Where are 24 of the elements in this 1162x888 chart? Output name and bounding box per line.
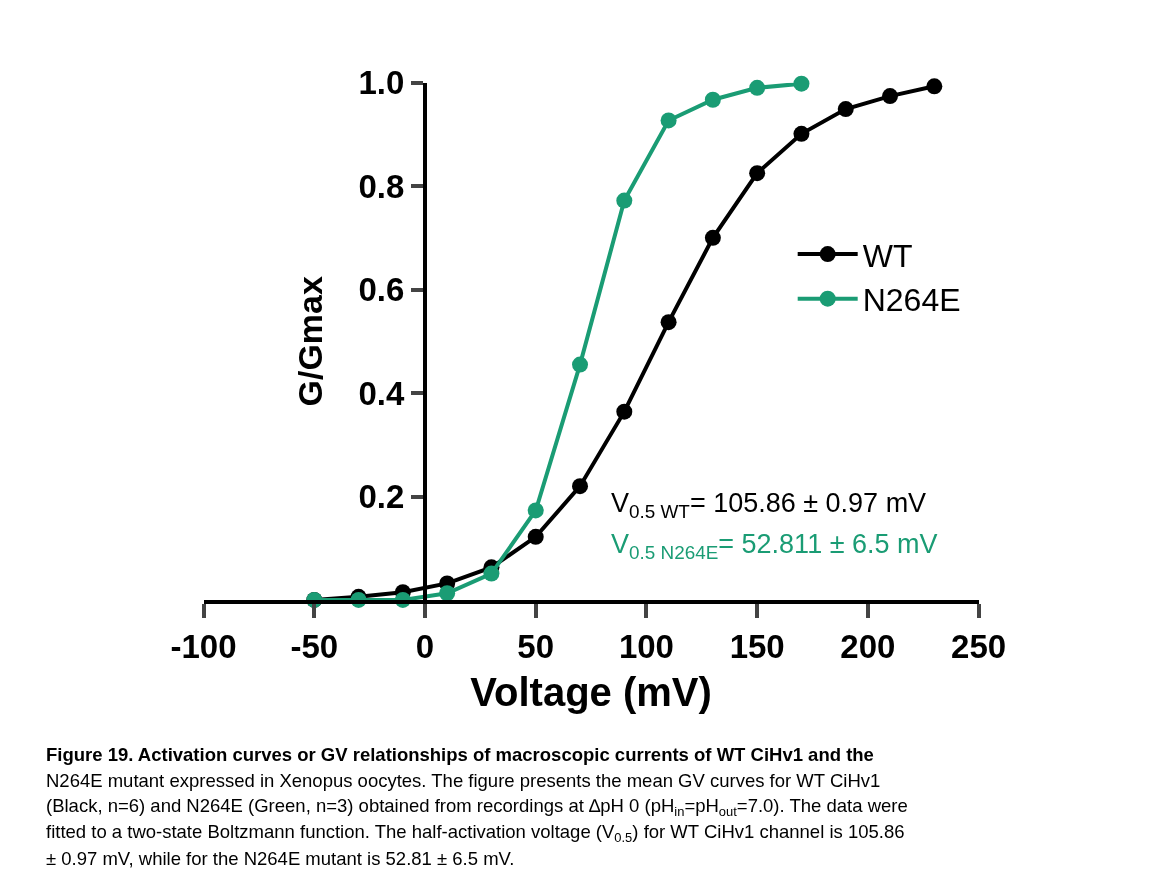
y-tick-label: 0.4 — [358, 374, 406, 412]
text: N264E mutant expressed in Xenopus oocytes. The figure presents the mean GV curves for WT CiHv1 — [46, 770, 881, 791]
text: fitted to a two-state Boltzmann function. The half-activation voltage (V$_{0.5}$) for WT CiHv1 channel is 105.86 — [46, 821, 905, 845]
y-tick-label: 1.0 — [358, 64, 405, 102]
y-tick-label: 0.6 — [358, 271, 405, 309]
y-tick-label: 0.8 — [358, 167, 405, 205]
x-tick-label: 100 — [618, 627, 674, 665]
x-tick-label: 200 — [840, 627, 896, 665]
annotation: V$_{0.5 N264E}$= 52.811 ± 6.5 mV — [611, 529, 938, 563]
caption: Figure 19. Activation curves or GV relationships of macroscopic currents of WT CiHv1 and the — [46, 744, 874, 765]
y-axis-title: G/Gmax — [290, 276, 329, 407]
y-tick-label: 0.2 — [358, 478, 405, 516]
text: (Black, n=6) and N264E (Green, n=3) obtained from recordings at ∆pH 0 (pH$_{in}$=pH$_{out}$=7.0). The data were — [46, 795, 908, 819]
x-axis-title: Voltage (mV) — [470, 669, 712, 714]
x-tick-label: -100 — [170, 627, 237, 665]
x-tick-label: 250 — [951, 627, 1007, 665]
x-tick-label: 50 — [517, 627, 555, 665]
x-tick-label: -50 — [290, 627, 339, 665]
x-tick-label: 0 — [415, 627, 435, 665]
legend-label: WT — [862, 237, 913, 274]
x-tick-label: 150 — [729, 627, 785, 665]
text: ± 0.97 mV, while for the N264E mutant is 52.81 ± 6.5 mV. — [46, 848, 515, 869]
annotation: V$_{0.5 WT}$= 105.86 ± 0.97 mV — [611, 488, 927, 522]
legend-label: N264E — [862, 282, 961, 319]
